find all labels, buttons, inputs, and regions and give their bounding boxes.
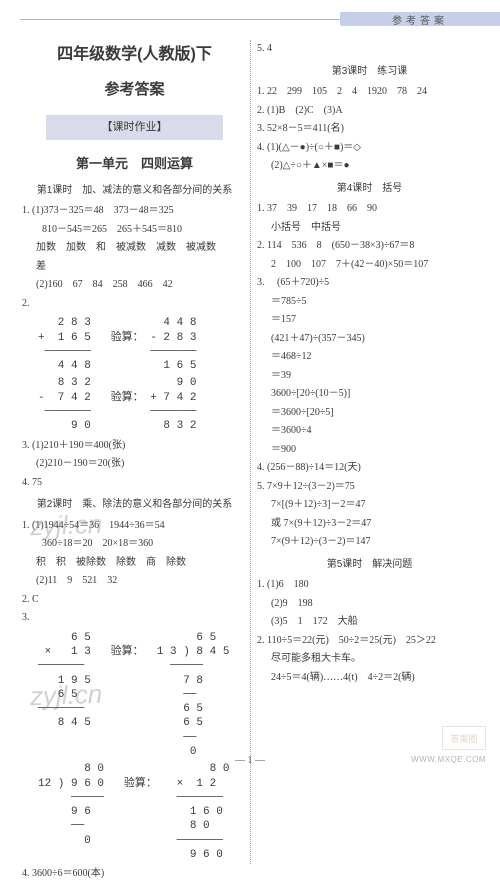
answer-line: 加数 加数 和 被减数 减数 被减数 <box>22 239 247 258</box>
horizontal-rule <box>20 19 340 20</box>
answer-line: ＝3600÷[20÷5] <box>257 404 482 423</box>
vertical-arithmetic: 8 0 8 0 12 ) 9 6 0 验算： × 1 2 ───── ─────… <box>38 762 247 862</box>
answer-line: 24÷5＝4(辆)……4(t) 4÷2＝2(辆) <box>257 669 482 688</box>
answer-line: ＝468÷12 <box>257 348 482 367</box>
answer-line: ＝157 <box>257 311 482 330</box>
answer-line: 2. 114 536 8 (650－38×3)÷67＝8 <box>257 237 482 256</box>
page-number: — 1 — <box>0 755 500 766</box>
answer-line: ＝900 <box>257 441 482 460</box>
answer-line: 4. (1)(△－●)÷(○＋■)＝◇ <box>257 139 482 158</box>
lesson5-title: 第5课时 解决问题 <box>257 556 482 575</box>
answer-line: ＝3600÷4 <box>257 422 482 441</box>
lesson2-title: 第2课时 乘、除法的意义和各部分间的关系 <box>22 496 247 515</box>
answer-line: 1. 37 39 17 18 66 90 <box>257 200 482 219</box>
lesson1-title: 第1课时 加、减法的意义和各部分间的关系 <box>22 182 247 201</box>
answer-line: 3. (65＋720)÷5 <box>257 274 482 293</box>
answer-line: 7×(9＋12)÷(3－2)＝147 <box>257 533 482 552</box>
answer-line: 2. C <box>22 591 247 610</box>
answer-line: 810－545＝265 265＋545＝810 <box>22 221 247 240</box>
answer-line: 3600÷[20÷(10－5)] <box>257 385 482 404</box>
answer-line: 1. (1)373－325＝48 373－48＝325 <box>22 202 247 221</box>
answer-line: 3. 52×8－5＝411(名) <box>257 120 482 139</box>
answer-line: 小括号 中括号 <box>257 219 482 238</box>
vertical-arithmetic: 8 3 2 9 0 - 7 4 2 验算： + 7 4 2 ─────── ──… <box>38 376 247 433</box>
answer-line: 2. (1)B (2)C (3)A <box>257 102 482 121</box>
lesson3-title: 第3课时 练习课 <box>257 63 482 82</box>
answer-line: (2)11 9 521 32 <box>22 572 247 591</box>
answer-line: (2)210－190＝20(张) <box>22 455 247 474</box>
answer-line: (3)5 1 172 大船 <box>257 613 482 632</box>
column-divider <box>250 40 251 864</box>
answer-line: ＝39 <box>257 367 482 386</box>
answer-line: (421＋47)÷(357－345) <box>257 330 482 349</box>
lesson4-title: 第4课时 括号 <box>257 180 482 199</box>
answer-line: 4. 75 <box>22 474 247 493</box>
answer-line: 4. 3600÷6＝600(本) <box>22 865 247 884</box>
vertical-arithmetic: 6 5 6 5 × 1 3 验算： 1 3 ) 8 4 5 ─────── ──… <box>38 631 247 760</box>
answer-line: (2)9 198 <box>257 595 482 614</box>
answer-line: 7×[(9＋12)÷3]－2＝47 <box>257 496 482 515</box>
unit-title: 第一单元 四则运算 <box>22 152 247 176</box>
answer-line: (2)160 67 84 258 466 42 <box>22 276 247 295</box>
answer-line: 5. 4 <box>257 40 482 59</box>
subtitle: 参考答案 <box>22 76 247 104</box>
answer-line: 3. (1)210＋190＝400(张) <box>22 437 247 456</box>
answer-line: 4. (256－88)÷14＝12(天) <box>257 459 482 478</box>
answer-line: 1. (1)6 180 <box>257 576 482 595</box>
answer-line: 2. <box>22 295 247 314</box>
section-band: 【课时作业】 <box>46 115 223 139</box>
answer-line: 1. 22 299 105 2 4 1920 78 24 <box>257 83 482 102</box>
answer-line: 或 7×(9＋12)÷3－2＝47 <box>257 515 482 534</box>
answer-line: 2 100 107 7＋(42－40)×50＝107 <box>257 256 482 275</box>
answer-line: 2. 110÷5＝22(元) 50÷2＝25(元) 25＞22 <box>257 632 482 651</box>
answer-line: 3. <box>22 609 247 628</box>
header-tab: 参考答案 <box>340 12 500 26</box>
answer-line: 尽可能多租大卡车。 <box>257 650 482 669</box>
header-tab-label: 参考答案 <box>392 12 448 27</box>
watermark-badge: 答案圈 <box>442 726 486 750</box>
answer-line: 1. (1)1944÷54＝36 1944÷36＝54 <box>22 517 247 536</box>
answer-line: ＝785÷5 <box>257 293 482 312</box>
answer-line: 差 <box>22 258 247 277</box>
answer-line: 积 积 被除数 除数 商 除数 <box>22 554 247 573</box>
answer-line: 360÷18＝20 20×18＝360 <box>22 535 247 554</box>
answer-line: (2)△÷○＋▲×■＝● <box>257 157 482 176</box>
answer-line: 5. 7×9＋12÷(3－2)＝75 <box>257 478 482 497</box>
book-title: 四年级数学(人教版)下 <box>22 40 247 70</box>
vertical-arithmetic: 2 8 3 4 4 8 + 1 6 5 验算： - 2 8 3 ─────── … <box>38 316 247 373</box>
